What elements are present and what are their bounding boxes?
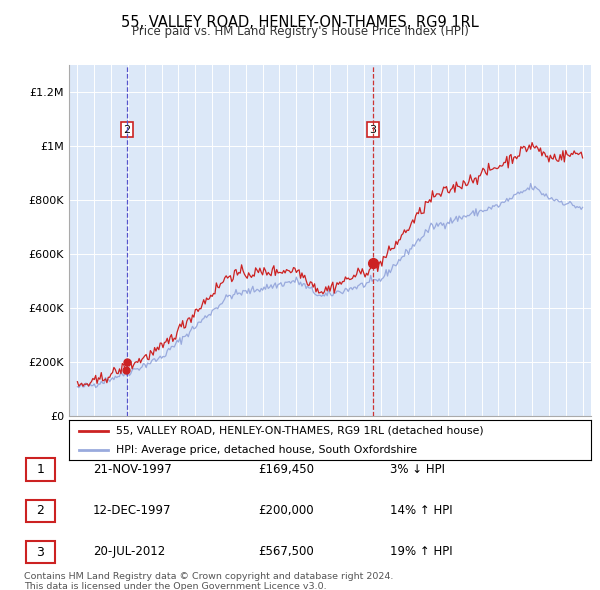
Text: Contains HM Land Registry data © Crown copyright and database right 2024.: Contains HM Land Registry data © Crown c… [24,572,394,581]
Text: 20-JUL-2012: 20-JUL-2012 [93,545,165,558]
Text: 3: 3 [370,124,376,135]
Text: 1: 1 [37,463,44,476]
FancyBboxPatch shape [26,541,55,563]
Text: 3% ↓ HPI: 3% ↓ HPI [390,463,445,476]
FancyBboxPatch shape [26,458,55,481]
Text: HPI: Average price, detached house, South Oxfordshire: HPI: Average price, detached house, Sout… [116,445,417,455]
Text: £169,450: £169,450 [258,463,314,476]
Text: 55, VALLEY ROAD, HENLEY-ON-THAMES, RG9 1RL: 55, VALLEY ROAD, HENLEY-ON-THAMES, RG9 1… [121,15,479,30]
FancyBboxPatch shape [26,500,55,522]
Text: 21-NOV-1997: 21-NOV-1997 [93,463,172,476]
Text: 3: 3 [37,546,44,559]
Text: £200,000: £200,000 [258,504,314,517]
Text: 19% ↑ HPI: 19% ↑ HPI [390,545,452,558]
Text: 14% ↑ HPI: 14% ↑ HPI [390,504,452,517]
Text: £567,500: £567,500 [258,545,314,558]
Text: 2: 2 [37,504,44,517]
Text: Price paid vs. HM Land Registry's House Price Index (HPI): Price paid vs. HM Land Registry's House … [131,25,469,38]
Text: This data is licensed under the Open Government Licence v3.0.: This data is licensed under the Open Gov… [24,582,326,590]
Text: 12-DEC-1997: 12-DEC-1997 [93,504,172,517]
Text: 2: 2 [124,124,131,135]
Text: 55, VALLEY ROAD, HENLEY-ON-THAMES, RG9 1RL (detached house): 55, VALLEY ROAD, HENLEY-ON-THAMES, RG9 1… [116,426,484,436]
